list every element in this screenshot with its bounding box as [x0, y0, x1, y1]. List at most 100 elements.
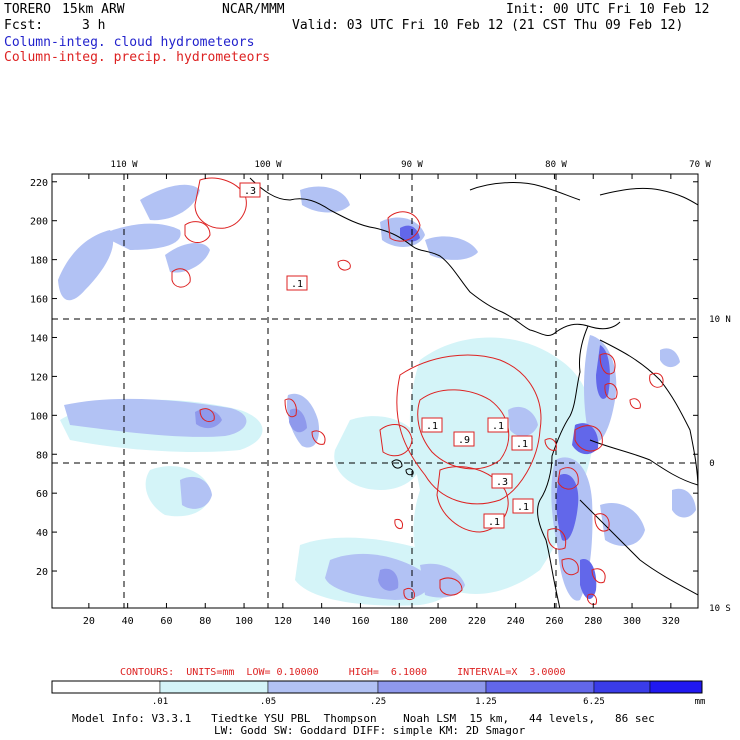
contour-label-box: .1 [487, 417, 509, 433]
color-bar-segment [593, 680, 651, 694]
precip-contour [403, 587, 415, 601]
coastline-south-america [537, 325, 589, 608]
shade-region-medium [660, 348, 680, 368]
color-bar-label: .25 [370, 697, 386, 707]
shade-region-medium [325, 553, 430, 600]
longitude-labels: 110 W 100 W 90 W 80 W 70 W [110, 160, 711, 170]
contour-label: .1 [488, 517, 500, 528]
border-inland [579, 499, 698, 596]
contour-info: CONTOURS: UNITS=mm LOW= 0.10000 HIGH= 6.… [120, 667, 566, 678]
x-tick-label: 260 [545, 616, 563, 627]
y-tick-label: 120 [30, 372, 48, 383]
contour-label-box: .1 [421, 417, 443, 433]
axis-ticks [52, 174, 698, 608]
coastline-caribbean [469, 182, 581, 201]
contour-label: .3 [496, 477, 508, 488]
contour-label-box: .3 [491, 473, 513, 489]
map-frame [51, 173, 699, 609]
x-tick-label: 320 [662, 616, 680, 627]
contour-labels: .3 .1 .1 .1 .9 .1 .3 .1 .1 [239, 182, 534, 529]
color-bar-frame [51, 680, 703, 694]
contour-label-box: .1 [286, 275, 308, 291]
lat-label: 0 [709, 459, 714, 469]
precip-contour [387, 211, 421, 242]
precip-contour [604, 383, 618, 400]
shade-region-dark [556, 474, 579, 541]
color-bar-labels: .01 .05 .25 1.25 6.25 mm [152, 697, 706, 707]
x-tick-label: 220 [468, 616, 486, 627]
model-info-line2: LW: Godd SW: Goddard DIFF: simple KM: 2D… [214, 724, 526, 737]
x-tick-label: 120 [274, 616, 292, 627]
field-precip-title: Column-integ. precip. hydrometeors [4, 50, 271, 65]
shade-region-medium [165, 243, 210, 273]
color-bar-segment [159, 680, 269, 694]
forecast-label: Fcst: [4, 18, 44, 33]
y-tick-label: 100 [30, 411, 48, 422]
lon-label: 90 W [401, 160, 423, 170]
precip-contour [171, 268, 191, 288]
color-bar-label: .05 [260, 697, 276, 707]
coastline-caribbean [599, 187, 698, 206]
lat-label: 10 S [709, 604, 731, 614]
precip-contour [284, 398, 297, 418]
shade-region-medium [64, 398, 247, 437]
coastline-central-america [249, 177, 621, 336]
galapagos [391, 459, 403, 469]
shade-region-medium [58, 230, 114, 301]
x-tick-label: 280 [584, 616, 602, 627]
contour-label-box: .1 [512, 498, 534, 514]
shade-region-medium [672, 488, 696, 518]
x-tick-label: 160 [351, 616, 369, 627]
color-bar-segment [485, 680, 595, 694]
border-inland [589, 439, 698, 486]
y-tick-label: 60 [36, 489, 48, 500]
contour-label-box: .3 [239, 182, 261, 198]
lon-label: 110 W [110, 160, 138, 170]
latitude-labels: 10 N 0 10 S [709, 315, 731, 614]
y-tick-label: 180 [30, 256, 48, 267]
lat-lon-grid [52, 174, 698, 608]
precip-contour [591, 568, 606, 584]
model-resolution: 15km ARW [62, 2, 125, 17]
shade-region-medium [420, 563, 465, 598]
precip-contour [337, 259, 351, 271]
color-bar-segment [267, 680, 379, 694]
x-tick-label: 20 [83, 616, 95, 627]
shade-region-light [334, 416, 423, 490]
model-name: TORERO [4, 2, 51, 17]
x-tick-label: 140 [313, 616, 331, 627]
x-tick-labels: 20 40 60 80 100 120 140 160 180 200 220 240 260 280 30… [83, 616, 680, 627]
contour-label: .9 [458, 435, 470, 446]
model-info-line1: Model Info: V3.3.1 Tiedtke YSU PBL Thomp… [72, 712, 655, 725]
precip-contour [417, 389, 510, 470]
x-tick-label: 100 [235, 616, 253, 627]
contour-label-box: .1 [483, 513, 505, 529]
color-bar-segment [649, 680, 703, 694]
precip-contour [439, 577, 463, 596]
contour-label: .3 [244, 186, 256, 197]
color-bar-segment [377, 680, 487, 694]
precip-contour [379, 424, 413, 457]
y-tick-label: 200 [30, 217, 48, 228]
lon-label: 80 W [545, 160, 567, 170]
shade-region-medium [100, 223, 181, 250]
cloud-shading [58, 184, 696, 606]
galapagos [405, 468, 414, 476]
lon-label: 100 W [254, 160, 282, 170]
coastlines [249, 177, 698, 608]
precip-contour [184, 221, 211, 243]
shade-region-medium [425, 236, 478, 260]
shade-region-dark [195, 409, 222, 429]
y-tick-labels: 20 40 60 80 100 120 140 160 180 200 220 [30, 178, 48, 578]
y-tick-label: 80 [36, 450, 48, 461]
contour-label: .1 [492, 421, 504, 432]
color-bar [51, 680, 703, 694]
shade-region-medium [140, 184, 200, 221]
precip-contour [561, 558, 579, 576]
precip-contour [194, 177, 247, 229]
x-tick-label: 40 [122, 616, 134, 627]
precip-contour [396, 354, 542, 505]
shade-region-dark [596, 345, 610, 399]
valid-time: Valid: 03 UTC Fri 10 Feb 12 (21 CST Thu … [292, 18, 684, 33]
